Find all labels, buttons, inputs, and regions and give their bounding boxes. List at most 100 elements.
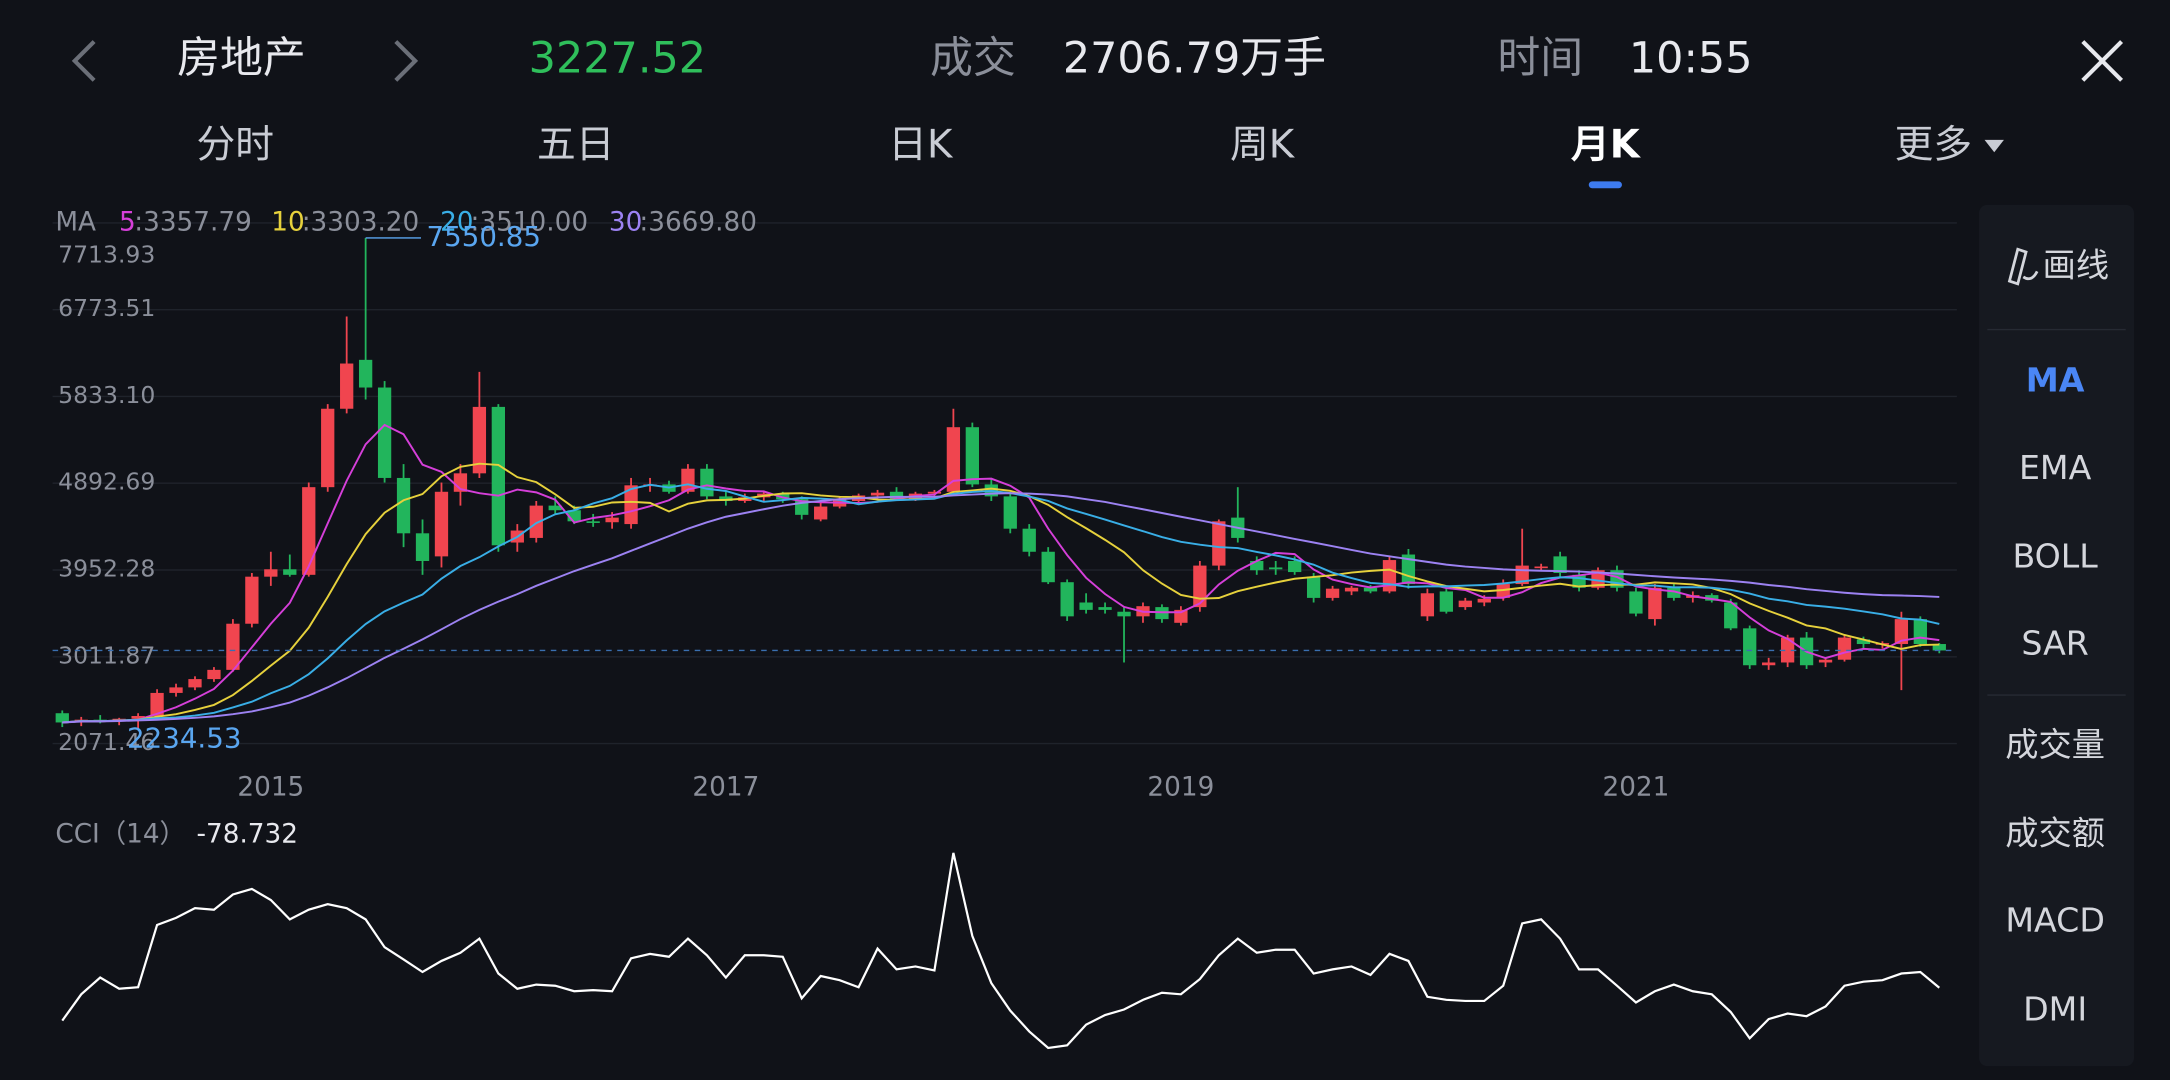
candle-body	[1724, 602, 1738, 629]
candle-body	[1344, 587, 1359, 592]
candle-body	[1060, 582, 1074, 617]
candle-body	[927, 491, 942, 494]
indicator-option[interactable]: MA	[2026, 361, 2085, 400]
price: 3227.52	[529, 33, 706, 83]
candle-body	[321, 408, 335, 488]
tab[interactable]: 日K	[888, 122, 954, 167]
candle-body	[283, 569, 297, 575]
candle-body	[188, 679, 202, 688]
x-tick-label: 2019	[1147, 772, 1214, 802]
indicator-option[interactable]: EMA	[2019, 448, 2092, 487]
candle-body	[472, 406, 487, 474]
candle-body	[700, 468, 714, 497]
prev-button[interactable]	[71, 40, 96, 82]
candle-body	[1629, 591, 1643, 614]
candle-body	[1041, 551, 1055, 583]
candle-body	[131, 715, 145, 719]
candle-body	[1856, 639, 1871, 645]
indicator-option[interactable]: 成交量	[2005, 725, 2105, 764]
next-button[interactable]	[394, 40, 419, 82]
candle-body	[1458, 600, 1472, 608]
candle-body	[1818, 659, 1833, 663]
candle-body	[1932, 644, 1946, 651]
close-button[interactable]	[2081, 40, 2124, 82]
candle-body	[548, 505, 562, 511]
tab[interactable]: 分时	[197, 122, 274, 167]
candle-body	[1534, 566, 1548, 569]
candle-body	[1667, 587, 1681, 598]
candle-body	[396, 477, 411, 534]
ma-line	[62, 423, 1940, 724]
pen-icon	[2007, 247, 2039, 286]
tab-bar: 分时 五日 日K 周K 月K 更多	[197, 122, 2004, 189]
candle-body	[1022, 528, 1036, 552]
candle-body	[226, 623, 240, 670]
ma-line	[62, 492, 1940, 724]
candle-body	[946, 427, 961, 492]
candle-body	[415, 533, 430, 561]
legend-name: 10	[271, 207, 304, 237]
candle-body	[1762, 662, 1776, 666]
candle-body	[245, 576, 259, 624]
candle-body	[814, 506, 828, 520]
candle-body	[529, 505, 543, 538]
candle-body	[1705, 595, 1719, 601]
volume: 2706.79万手	[1063, 33, 1326, 83]
candle-body	[1306, 576, 1321, 598]
candle-body	[358, 359, 373, 388]
tab[interactable]: 周K	[1230, 122, 1296, 167]
candle-body	[1193, 565, 1207, 608]
ma-line	[62, 483, 1940, 724]
candle-body	[55, 713, 69, 723]
y-tick-label: 5833.10	[58, 381, 155, 409]
legend-value: :3357.79	[134, 207, 252, 237]
candle-body	[1079, 602, 1093, 610]
y-tick-label: 2071.46	[58, 728, 155, 756]
indicator-option[interactable]: MACD	[2005, 901, 2105, 940]
candle-body	[1591, 570, 1605, 588]
dropdown-arrow	[1984, 139, 2004, 153]
legend-name: 30	[609, 207, 642, 237]
tab[interactable]: 月K	[1571, 122, 1642, 167]
candle-body	[586, 521, 600, 523]
indicator-title: CCI（14）	[55, 819, 186, 849]
indicator-option[interactable]: DMI	[2023, 989, 2087, 1028]
legend-value: :3669.80	[639, 207, 757, 237]
candle-body	[1117, 611, 1131, 617]
candle-body	[1250, 560, 1264, 571]
indicator-option[interactable]: BOLL	[2012, 536, 2098, 575]
legend-name: 5	[119, 207, 136, 237]
indicator-panel	[1979, 204, 2135, 1067]
candle-body	[965, 427, 979, 485]
ma-legend-title: MA	[55, 207, 96, 237]
candle-body	[207, 669, 221, 680]
tab[interactable]: 五日	[537, 122, 614, 167]
candle-body	[1648, 587, 1662, 620]
cci-line	[61, 852, 1941, 1050]
candle-body	[434, 491, 449, 557]
candle-body	[1837, 637, 1852, 660]
y-tick-label: 4892.69	[58, 468, 155, 496]
candle-body	[1743, 628, 1757, 666]
candle-body	[624, 485, 638, 525]
candle-body	[1439, 591, 1453, 612]
legend-value: :3510.00	[471, 207, 589, 237]
volume-label: 成交	[930, 33, 1016, 83]
candle-body	[1288, 560, 1302, 573]
candle-body	[1098, 607, 1112, 610]
tab[interactable]: 更多	[1895, 122, 1972, 167]
candle-body	[1913, 619, 1927, 645]
indicator-option[interactable]: 成交额	[2005, 813, 2105, 852]
indicator-option[interactable]: SAR	[2021, 624, 2088, 663]
chart: 2071.46 3011.87 3952.28 4892.69 5833.10 6773.…	[52, 207, 1957, 1050]
candle-body	[1780, 637, 1795, 663]
y-tick-label: 3011.87	[58, 641, 155, 669]
candle-body	[1477, 598, 1491, 603]
indicator-option[interactable]: 画线	[2043, 246, 2109, 285]
y-tick-label: 3952.28	[58, 554, 155, 582]
candle-body	[1325, 588, 1340, 598]
tab-indicator	[1588, 181, 1622, 189]
x-tick-label: 2017	[692, 772, 759, 802]
